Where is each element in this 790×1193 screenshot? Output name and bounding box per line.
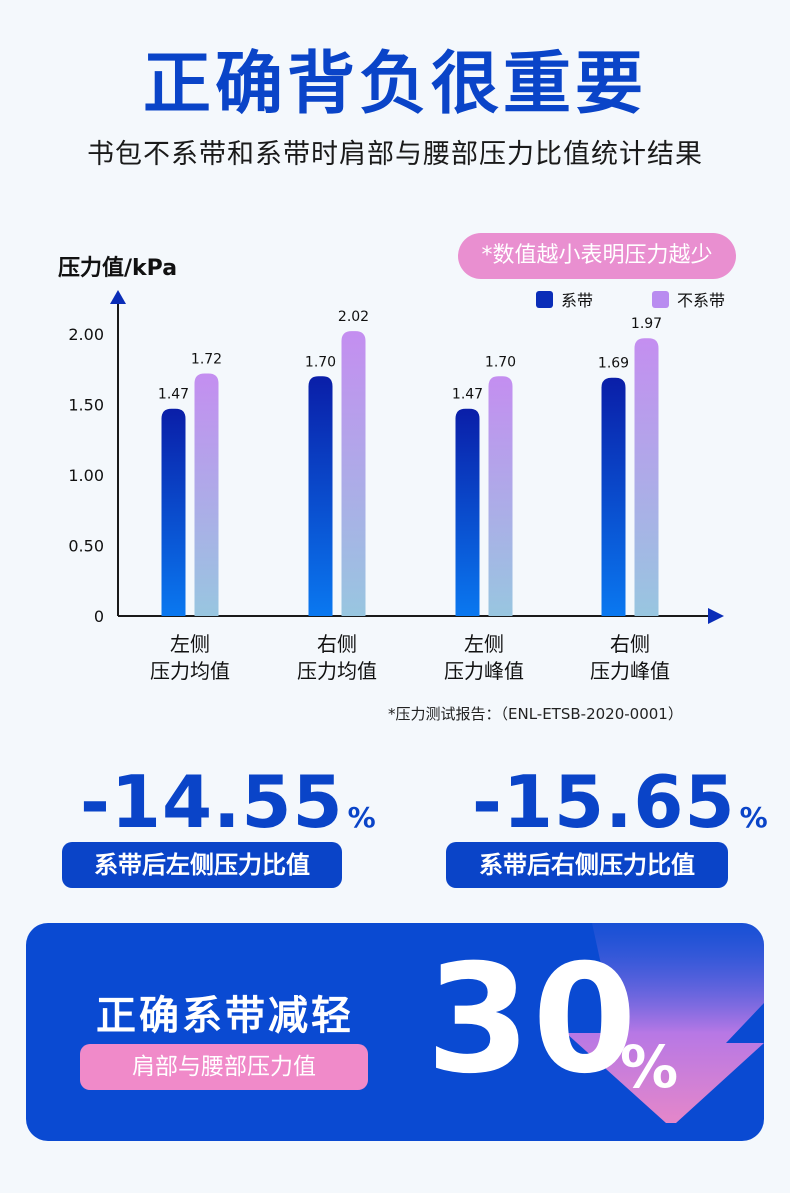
legend-label-unbelted: 不系带 xyxy=(677,291,726,310)
page-title: 正确背负很重要 xyxy=(142,45,647,124)
stat-left-unit: % xyxy=(347,801,377,834)
x-category-label: 左侧 xyxy=(170,632,210,656)
y-axis-label: 压力值/kPa xyxy=(58,256,178,281)
x-axis-arrow-icon xyxy=(708,608,724,624)
stat-left-number: -14.55 xyxy=(80,760,344,844)
down-arrow-icon xyxy=(566,923,764,1123)
bar-value-label: 1.72 xyxy=(191,351,222,367)
bar-value-label: 1.47 xyxy=(452,387,483,403)
stat-left-value: -14.55% xyxy=(80,760,377,844)
x-category-sublabel: 压力均值 xyxy=(297,659,377,683)
chart-labels: 0 0.50 1.00 1.50 2.00 1.47 1.70 1.47 1.69 1.72 2.0… xyxy=(68,309,670,683)
stat-left-label: 系带后左侧压力比值 xyxy=(62,842,342,888)
bar-unbelted xyxy=(634,338,659,616)
bar-value-label: 1.70 xyxy=(485,354,516,370)
bar-unbelted xyxy=(194,373,219,616)
bar-belted xyxy=(308,376,333,616)
y-tick-label: 0 xyxy=(94,607,104,626)
legend-swatch-belted xyxy=(536,290,553,308)
x-category-sublabel: 压力峰值 xyxy=(590,659,670,683)
stat-right-unit: % xyxy=(739,801,769,834)
legend-swatch-unbelted xyxy=(652,290,669,308)
bar-value-label: 2.02 xyxy=(338,309,369,325)
page-subtitle: 书包不系带和系带时肩部与腰部压力比值统计结果 xyxy=(87,139,703,170)
bar-belted xyxy=(455,408,480,616)
banner-headline: 正确系带减轻 xyxy=(96,993,354,1039)
y-tick-label: 2.00 xyxy=(68,325,104,344)
stat-right-label: 系带后右侧压力比值 xyxy=(446,842,728,888)
stat-right-value: -15.65% xyxy=(472,760,769,844)
bar-unbelted xyxy=(341,331,366,616)
bar-unbelted xyxy=(488,376,513,616)
y-tick-label: 1.00 xyxy=(68,466,104,485)
x-category-sublabel: 压力峰值 xyxy=(444,659,524,683)
stat-right-number: -15.65 xyxy=(472,760,736,844)
summary-banner: 正确系带减轻 肩部与腰部压力值 30 % xyxy=(26,923,764,1141)
x-category-sublabel: 压力均值 xyxy=(150,659,230,683)
source-note: *压力测试报告：（ENL-ETSB-2020-0001） xyxy=(388,705,683,723)
bar-value-label: 1.69 xyxy=(598,356,629,372)
bar-value-label: 1.70 xyxy=(305,354,336,370)
chart-bars xyxy=(161,331,659,616)
banner-unit: % xyxy=(620,1033,679,1101)
bar-chart: 0 0.50 1.00 1.50 2.00 1.47 1.70 1.47 1.69 1.72 2.0… xyxy=(68,290,724,683)
y-axis-arrow-icon xyxy=(110,290,126,304)
banner-value: 30 xyxy=(426,933,639,1107)
bar-belted xyxy=(601,377,626,616)
note-badge: *数值越小表明压力越少 xyxy=(458,233,736,279)
legend-item-unbelted: 不系带 xyxy=(652,287,725,311)
legend-item-belted: 系带 xyxy=(536,287,593,311)
x-category-label: 右侧 xyxy=(317,632,357,656)
x-category-label: 右侧 xyxy=(610,632,650,656)
y-tick-label: 0.50 xyxy=(68,537,104,556)
bar-value-label: 1.47 xyxy=(158,387,189,403)
bar-belted xyxy=(161,408,186,616)
bar-value-label: 1.97 xyxy=(631,316,662,332)
banner-subtext: 肩部与腰部压力值 xyxy=(80,1044,368,1090)
x-category-label: 左侧 xyxy=(464,632,504,656)
legend-label-belted: 系带 xyxy=(561,291,594,310)
y-tick-label: 1.50 xyxy=(68,396,104,415)
